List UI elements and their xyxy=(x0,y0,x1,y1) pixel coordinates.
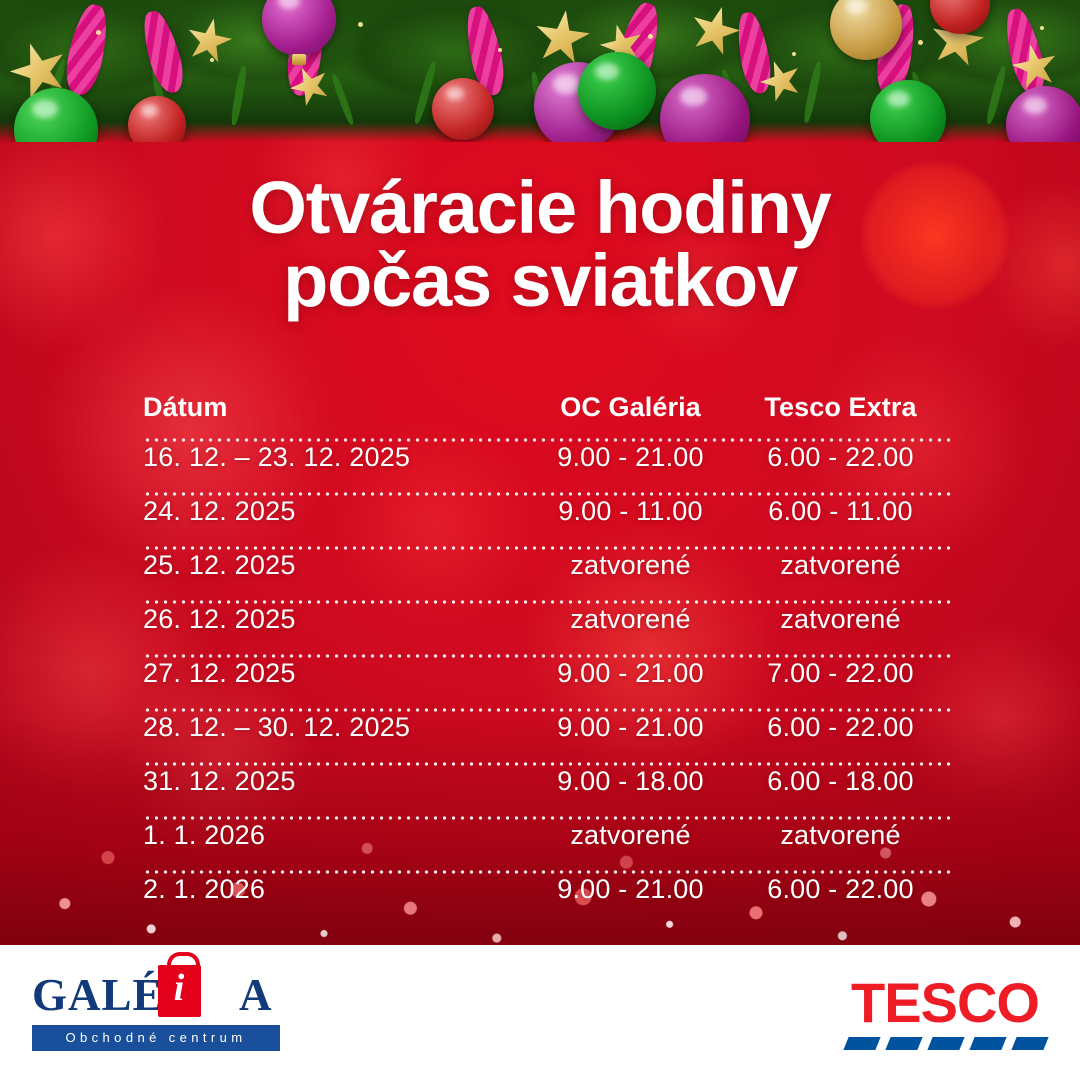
cell-oc-galeria: 9.00 - 21.00 xyxy=(557,658,704,688)
cell-tesco-extra: 6.00 - 11.00 xyxy=(768,496,913,526)
title-line-1: Otváracie hodiny xyxy=(249,166,831,249)
tesco-dash-icon xyxy=(969,1037,1007,1050)
galeria-logo: GALÉR A i Obchodné centrum xyxy=(32,952,282,1053)
table-header-row: Dátum OC Galéria Tesco Extra xyxy=(143,392,943,438)
table-row: 24. 12. 2025 9.00 - 11.00 6.00 - 11.00 xyxy=(143,496,943,546)
cell-tesco-extra: 7.00 - 22.00 xyxy=(767,658,914,688)
bag-letter-i: i xyxy=(173,967,186,1009)
title-line-2: počas sviatkov xyxy=(283,238,798,322)
galeria-wordmark: GALÉR A i xyxy=(32,952,282,1023)
cell-oc-galeria: 9.00 - 11.00 xyxy=(558,496,703,526)
cell-tesco-extra: 6.00 - 22.00 xyxy=(767,442,914,472)
footer-logo-bar: GALÉR A i Obchodné centrum TESCO xyxy=(0,945,1080,1080)
cell-oc-galeria: zatvorené xyxy=(570,604,691,634)
row-divider xyxy=(143,870,955,874)
shopping-bag-icon: i xyxy=(158,952,201,1017)
tesco-logo: TESCO xyxy=(840,975,1050,1053)
table-row: 1. 1. 2026 zatvorené zatvorené xyxy=(143,820,943,870)
table-row: 2. 1. 2026 9.00 - 21.00 6.00 - 22.00 xyxy=(143,874,943,924)
cell-tesco-extra: zatvorené xyxy=(780,604,901,634)
tesco-dash-icon xyxy=(1011,1037,1049,1050)
cell-oc-galeria: 9.00 - 18.00 xyxy=(557,766,704,796)
row-divider xyxy=(143,816,955,820)
table-row: 28. 12. – 30. 12. 2025 9.00 - 21.00 6.00… xyxy=(143,712,943,762)
tesco-dash-icon xyxy=(843,1037,881,1050)
tesco-wordmark: TESCO xyxy=(851,971,1040,1034)
bag-handle-icon xyxy=(167,952,200,976)
cell-date: 28. 12. – 30. 12. 2025 xyxy=(143,712,411,742)
tesco-dash-icon xyxy=(885,1037,923,1050)
row-divider xyxy=(143,492,955,496)
row-divider xyxy=(143,762,955,766)
opening-hours-table: Dátum OC Galéria Tesco Extra 16. 12. – 2… xyxy=(143,392,955,924)
christmas-garland-border xyxy=(0,0,1080,142)
cell-tesco-extra: 6.00 - 18.00 xyxy=(767,766,914,796)
page-title: Otváracie hodiny počas sviatkov xyxy=(0,171,1080,322)
row-divider xyxy=(143,438,955,442)
galeria-wordmark-tail: A xyxy=(239,970,273,1020)
table-row: 27. 12. 2025 9.00 - 21.00 7.00 - 22.00 xyxy=(143,658,943,708)
column-header-tesco-extra: Tesco Extra xyxy=(764,392,917,422)
row-divider xyxy=(143,600,955,604)
table-row: 31. 12. 2025 9.00 - 18.00 6.00 - 18.00 xyxy=(143,766,943,816)
cell-oc-galeria: 9.00 - 21.00 xyxy=(557,874,704,904)
cell-date: 1. 1. 2026 xyxy=(143,820,266,850)
cell-oc-galeria: 9.00 - 21.00 xyxy=(557,712,704,742)
column-header-date: Dátum xyxy=(143,392,228,422)
table-row: 25. 12. 2025 zatvorené zatvorené xyxy=(143,550,943,600)
row-divider xyxy=(143,708,955,712)
tesco-dash-icon xyxy=(927,1037,965,1050)
cell-tesco-extra: zatvorené xyxy=(780,820,901,850)
cell-oc-galeria: zatvorené xyxy=(570,550,691,580)
column-header-oc-galeria: OC Galéria xyxy=(560,392,701,422)
row-divider xyxy=(143,546,955,550)
cell-date: 24. 12. 2025 xyxy=(143,496,296,526)
cell-oc-galeria: 9.00 - 21.00 xyxy=(557,442,704,472)
glitter-texture xyxy=(0,715,1080,945)
cell-date: 27. 12. 2025 xyxy=(143,658,296,688)
cell-date: 2. 1. 2026 xyxy=(143,874,266,904)
cell-date: 25. 12. 2025 xyxy=(143,550,296,580)
cell-tesco-extra: 6.00 - 22.00 xyxy=(767,874,914,904)
cell-date: 16. 12. – 23. 12. 2025 xyxy=(143,442,411,472)
row-divider xyxy=(143,654,955,658)
table-row: 26. 12. 2025 zatvorené zatvorené xyxy=(143,604,943,654)
galeria-tagline: Obchodné centrum xyxy=(65,1030,247,1045)
galeria-tagline-bar: Obchodné centrum xyxy=(32,1025,280,1051)
tesco-dashes xyxy=(840,1037,1050,1055)
cell-tesco-extra: zatvorené xyxy=(780,550,901,580)
cell-tesco-extra: 6.00 - 22.00 xyxy=(767,712,914,742)
cell-date: 26. 12. 2025 xyxy=(143,604,296,634)
cell-date: 31. 12. 2025 xyxy=(143,766,296,796)
table-row: 16. 12. – 23. 12. 2025 9.00 - 21.00 6.00… xyxy=(143,442,943,492)
cell-oc-galeria: zatvorené xyxy=(570,820,691,850)
